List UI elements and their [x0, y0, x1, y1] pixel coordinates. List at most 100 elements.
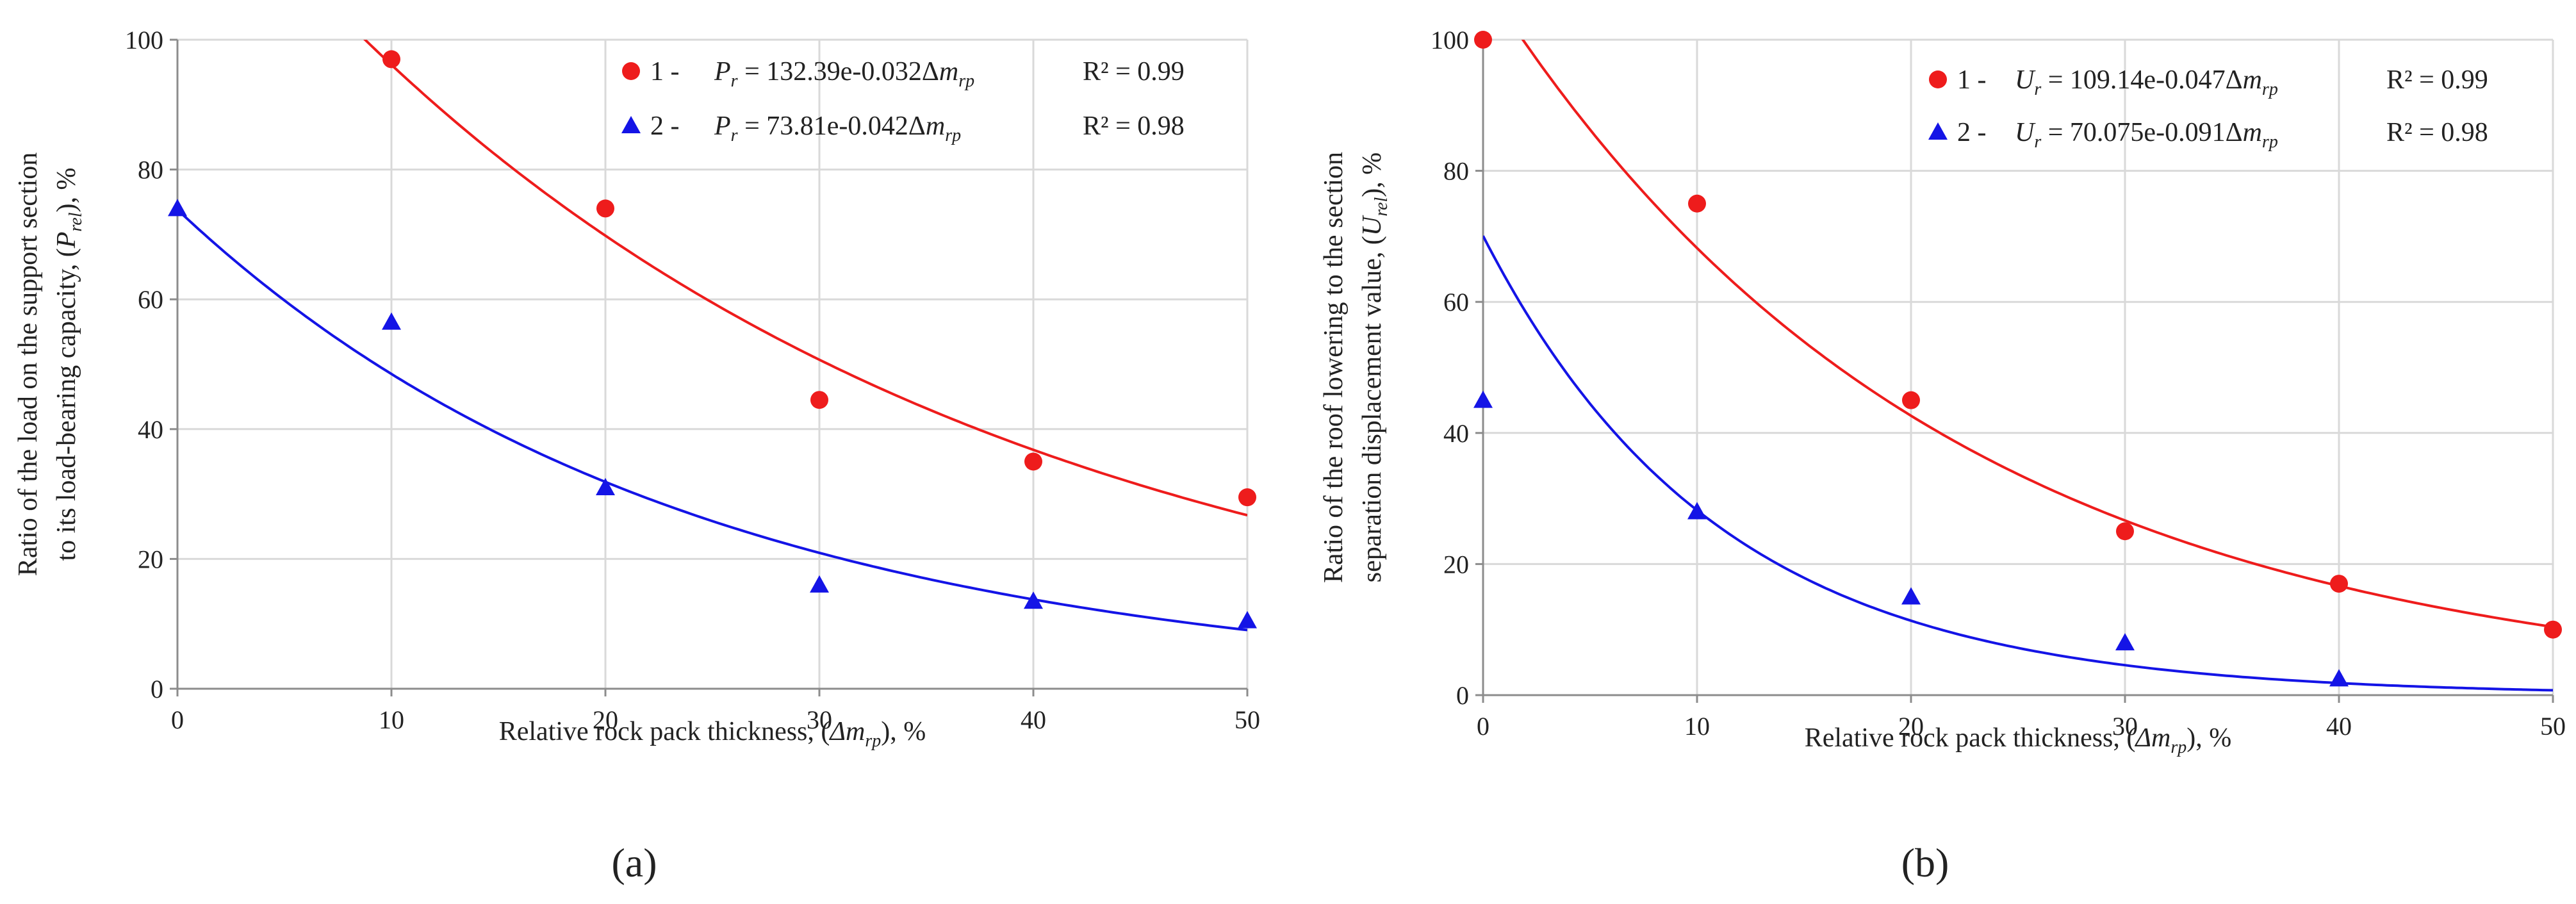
chart-a-legend-2-var: m — [926, 111, 945, 141]
chart-a-legend-1-var: m — [939, 57, 958, 86]
chart-b-x-tick-label: 0 — [1477, 712, 1489, 741]
chart-b-y-tick-label: 80 — [1443, 157, 1469, 186]
chart-b-x-tick-label: 20 — [1898, 712, 1924, 741]
chart-a-legend-2-equation: Pr = 73.81e-0.042Δmrp — [714, 111, 961, 145]
chart-b-series-1-point — [1474, 31, 1492, 49]
chart-b-legend-1-marker — [1929, 70, 1947, 88]
chart-a-series-1-fit-line — [363, 40, 1247, 517]
chart-b-legend-1-equation: Ur = 109.14e-0.047Δmrp — [2015, 65, 2278, 99]
chart-b-legend-1-symbol: U — [2015, 65, 2036, 95]
chart-b-y-tick-label: 60 — [1443, 288, 1469, 316]
chart-b-y-label-symbol: U — [1358, 215, 1387, 236]
chart-a-series-2-point — [168, 199, 187, 217]
chart-b-series-2-point — [1473, 390, 1493, 408]
chart-b-plot-group: 0 20 40 60 80 100 0 10 20 30 40 50 Relative rock pac… — [1319, 26, 2566, 757]
chart-a-series-2-fit-line — [177, 208, 1247, 632]
chart-a-legend-1-equation: Pr = 132.39e-0.032Δmrp — [714, 57, 974, 91]
chart-a-plot-group: 0 20 40 60 80 100 0 10 20 30 40 50 Relative rock pac… — [13, 26, 1260, 751]
chart-a-legend-2-var-sub: rp — [945, 126, 961, 145]
chart-b-legend-1-expression: = 109.14e-0.047Δ — [2041, 65, 2242, 95]
chart-a-x-tick-label: 40 — [1021, 705, 1046, 734]
chart-b-legend-2-symbol-sub: r — [2034, 132, 2041, 152]
chart-b-legend-2-marker — [1928, 122, 1948, 140]
chart-b-legend-1-var: m — [2243, 65, 2262, 95]
chart-b-series-1-point — [2116, 522, 2134, 541]
chart-a-series-2-point — [1024, 591, 1043, 609]
chart-b-series-2-point — [1901, 587, 1921, 605]
chart-b-series-2-point — [1687, 502, 1707, 520]
chart-b-y-tick-label: 0 — [1456, 681, 1469, 710]
chart-b-legend-2-equation: Ur = 70.075e-0.091Δmrp — [2015, 118, 2278, 152]
chart-a-y-tick-label: 100 — [125, 26, 163, 54]
chart-b-series-1-fit-line — [1521, 40, 2553, 629]
chart-a-legend-2-symbol-sub: r — [731, 126, 738, 145]
chart-a-legend-2-number: 2 - — [650, 111, 680, 141]
chart-a-legend-2-marker — [621, 116, 641, 133]
chart-b-y-label-subscript: rel — [1372, 197, 1391, 217]
chart-a-x-label-text: Relative rock pack thickness, ( — [499, 717, 830, 746]
chart-a-x-label-suffix: ), % — [881, 717, 926, 746]
chart-a-x-label-symbol: Δm — [828, 717, 865, 746]
chart-a-series-2-point — [382, 312, 401, 330]
chart-a-series-2-point — [810, 575, 829, 593]
chart-a-series-2-point — [596, 477, 615, 495]
chart-b-x-tick-label: 40 — [2326, 712, 2352, 741]
chart-a-x-axis-label: Relative rock pack thickness, (Δmrp), % — [499, 717, 926, 751]
chart-a-series-1-point — [1238, 488, 1256, 507]
chart-a-x-tick-label: 30 — [807, 705, 832, 734]
chart-a-y-label-suffix: ), % — [52, 168, 81, 213]
chart-a-legend-1-symbol-sub: r — [731, 71, 738, 91]
chart-b-legend-1-r-squared: R² = 0.99 — [2386, 65, 2488, 95]
chart-b-series-2-point — [2329, 669, 2349, 687]
chart-b-x-tick-label: 50 — [2540, 712, 2566, 741]
chart-a-series-1-point — [382, 50, 400, 69]
chart-a-x-tick-label: 20 — [593, 705, 618, 734]
chart-b-x-axis-label: Relative rock pack thickness, (Δmrp), % — [1805, 723, 2232, 757]
panel-label-a: (a) — [611, 840, 657, 885]
chart-a-legend-1-r-squared: R² = 0.99 — [1083, 57, 1185, 86]
chart-b-y-axis-label-line2: separation displacement value, (Urel), % — [1358, 152, 1391, 583]
chart-b-y-label-text: separation displacement value, ( — [1358, 236, 1387, 582]
chart-b-x-label-text: Relative rock pack thickness, ( — [1805, 723, 2136, 753]
chart-a-x-tick-label: 0 — [171, 705, 184, 734]
chart-a-legend-2-expression: = 73.81e-0.042Δ — [738, 111, 926, 141]
chart-b-legend-2-var: m — [2243, 118, 2262, 147]
chart-a-series-2-point — [1238, 611, 1257, 629]
chart-b-legend-1-number: 1 - — [1957, 65, 1987, 95]
chart-b-x-tick-label: 10 — [1684, 712, 1710, 741]
chart-b-y-axis-label-line1: Ratio of the roof lowering to the sectio… — [1319, 152, 1349, 583]
chart-b-legend-2-number: 2 - — [1957, 118, 1987, 147]
chart-a-series-1-point — [810, 391, 828, 409]
chart-a-legend-2-symbol: P — [714, 111, 731, 141]
chart-a-legend-1-expression: = 132.39e-0.032Δ — [738, 57, 939, 86]
chart-b-y-label-suffix: ), % — [1358, 152, 1387, 197]
chart-b-legend-2-var-sub: rp — [2262, 132, 2278, 152]
panel-label-b: (b) — [1901, 840, 1949, 885]
chart-a-x-tick-label: 50 — [1235, 705, 1260, 734]
chart-b-legend-1-symbol-sub: r — [2034, 79, 2041, 99]
chart-a-x-tick-label: 10 — [379, 705, 404, 734]
chart-a-legend-1-marker — [622, 62, 640, 80]
chart-a-series-1-point — [596, 199, 614, 218]
chart-a-y-tick-label: 0 — [151, 675, 163, 703]
chart-b-legend-2-expression: = 70.075e-0.091Δ — [2041, 118, 2242, 147]
chart-b-series-1-point — [1688, 194, 1706, 213]
chart-a-y-label-text: to its load-bearing capacity, ( — [52, 248, 81, 561]
chart-b-series-2-point — [2115, 633, 2135, 651]
chart-b-x-tick-label: 30 — [2112, 712, 2138, 741]
chart-b-y-tick-label: 40 — [1443, 419, 1469, 448]
chart-a-legend-1-var-sub: rp — [958, 71, 974, 91]
chart-a-legend-2-r-squared: R² = 0.98 — [1083, 111, 1185, 141]
chart-b-series-1-point — [2544, 620, 2562, 639]
chart-b-series-1-point — [1902, 391, 1920, 409]
chart-b-legend-2-symbol: U — [2015, 118, 2036, 147]
chart-a-y-axis-label-line2: to its load-bearing capacity, (Prel), % — [52, 168, 86, 561]
chart-b-x-label-suffix: ), % — [2186, 723, 2231, 753]
chart-a-y-tick-label: 40 — [138, 415, 163, 444]
chart-b-x-label-subscript: rp — [2170, 737, 2186, 757]
chart-a-y-label-subscript: rel — [66, 212, 86, 231]
chart-a-y-label-symbol: P — [52, 232, 81, 249]
chart-b-y-tick-label: 20 — [1443, 550, 1469, 579]
